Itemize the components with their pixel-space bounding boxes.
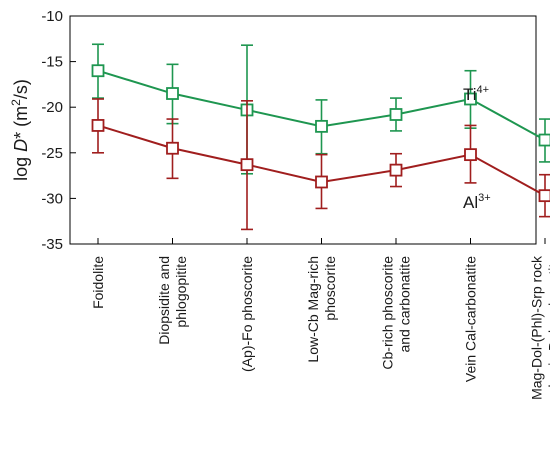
data-point [91, 119, 105, 132]
y-axis-title-prefix: log [11, 152, 31, 181]
y-axis-title-tail: /s) [11, 79, 31, 99]
data-point [315, 175, 328, 189]
data-point [538, 189, 550, 203]
series-label: Ti4+ [463, 84, 489, 104]
y-tick-label: -15 [41, 54, 63, 71]
series-label: Al3+ [463, 192, 491, 212]
x-category-label: Cb-rich phoscoriteand carbonatite [380, 256, 413, 370]
y-axis-title-exp: 2 [9, 99, 23, 106]
x-category-label-line: Foidolite [90, 256, 106, 309]
x-axis: Foidolite Diopsidite andphlogopitite (Ap)-… [90, 238, 550, 408]
series-al: Al3+ [91, 98, 550, 231]
data-point [240, 158, 254, 172]
x-category-label-line: and vein Dol-carbonatite [546, 256, 550, 408]
x-category-label: Mag-Dol-(Phl)-Srp rockand vein Dol-carbo… [529, 255, 550, 408]
x-category-label-line: and carbonatite [397, 256, 413, 353]
data-point [91, 64, 105, 78]
x-category-label-line: phlogopitite [173, 256, 189, 328]
x-category-label: Foidolite [90, 256, 106, 309]
x-category-label-line: phoscorite [322, 256, 338, 321]
x-category-label-line: Low-Cb Mag-rich [305, 256, 321, 363]
y-axis-title-suffix: * (m [11, 106, 31, 139]
series-label-charge: 4+ [477, 84, 490, 96]
data-point [538, 133, 550, 147]
series-label-charge: 3+ [478, 192, 491, 204]
x-category-label-line: Vein Cal-carbonatite [463, 256, 479, 382]
x-category-label: Low-Cb Mag-richphoscorite [305, 256, 338, 363]
y-tick-label: -20 [41, 99, 63, 116]
data-point [315, 119, 328, 133]
data-point [166, 87, 179, 100]
x-category-label-line: Diopsidite and [156, 256, 172, 345]
data-point [464, 148, 477, 162]
x-category-label: Diopsidite andphlogopitite [156, 256, 189, 345]
y-tick-label: -10 [41, 8, 63, 25]
y-tick-label: -30 [41, 190, 63, 207]
y-axis-title-var: D [11, 139, 31, 152]
x-category-label-line: (Ap)-Fo phoscorite [239, 256, 255, 372]
series-label-base: Al [463, 193, 478, 212]
data-point [389, 108, 403, 121]
y-tick-label: -35 [41, 236, 63, 253]
x-category-label: Vein Cal-carbonatite [463, 256, 479, 382]
x-category-label: (Ap)-Fo phoscorite [239, 256, 255, 372]
y-axis: -10 -15 -20 -25 -30 -35 [41, 8, 76, 253]
series-label-base: Ti [463, 85, 477, 104]
data-point [166, 141, 179, 155]
x-category-label-line: Mag-Dol-(Phl)-Srp rock [529, 255, 545, 400]
y-tick-label: -25 [41, 145, 63, 162]
series-layer: Ti4+ Al3+ [91, 43, 550, 231]
x-category-label-line: Cb-rich phoscorite [380, 256, 396, 370]
data-point [464, 92, 477, 106]
y-axis-title: log D* (m2/s) [9, 79, 31, 181]
plot-frame [69, 15, 537, 245]
data-point [389, 163, 403, 177]
